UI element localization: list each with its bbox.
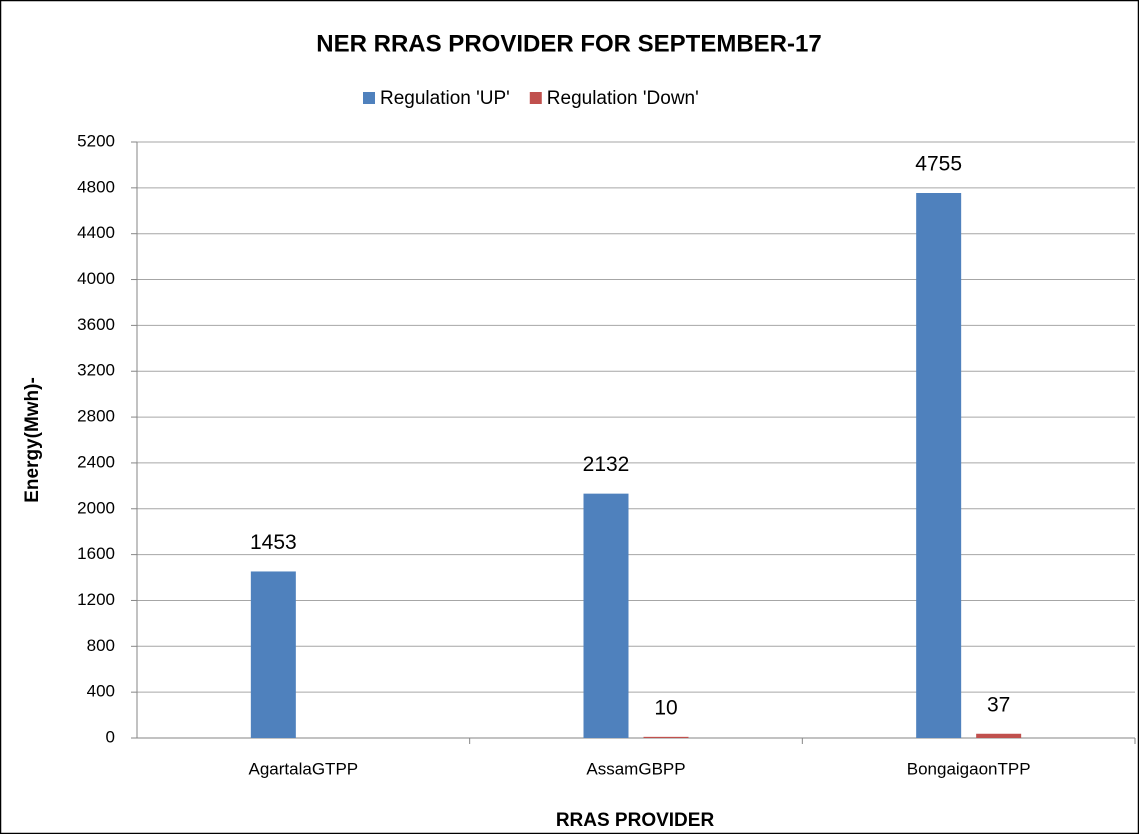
y-axis-label: Energy(Mwh)- bbox=[22, 377, 43, 503]
y-tick-label: 3200 bbox=[77, 361, 115, 380]
y-tick-label: 3600 bbox=[77, 315, 115, 334]
x-tick-label: BongaigaonTPP bbox=[907, 759, 1031, 778]
y-tick-label: 2000 bbox=[77, 498, 115, 517]
bar bbox=[583, 493, 629, 738]
legend-swatch bbox=[363, 92, 375, 104]
y-tick-label: 4000 bbox=[77, 269, 115, 288]
y-tick-label: 400 bbox=[87, 682, 115, 701]
legend-label: Regulation 'UP' bbox=[380, 88, 510, 109]
bar bbox=[976, 733, 1022, 738]
legend-label: Regulation 'Down' bbox=[547, 88, 699, 109]
y-tick-label: 2400 bbox=[77, 452, 115, 471]
y-tick-label: 2800 bbox=[77, 407, 115, 426]
data-label: 4755 bbox=[915, 153, 962, 176]
data-label: 2132 bbox=[583, 453, 630, 476]
y-tick-label: 4400 bbox=[77, 223, 115, 242]
x-tick-label: AgartalaGTPP bbox=[249, 759, 359, 778]
data-label: 37 bbox=[987, 693, 1010, 716]
data-label: 10 bbox=[654, 696, 677, 719]
x-axis-label: RRAS PROVIDER bbox=[556, 810, 715, 831]
y-tick-label: 4800 bbox=[77, 177, 115, 196]
bar bbox=[643, 736, 689, 738]
y-tick-label: 1200 bbox=[77, 590, 115, 609]
legend-swatch bbox=[529, 92, 542, 104]
y-tick-label: 5200 bbox=[77, 131, 115, 150]
y-tick-label: 0 bbox=[106, 727, 115, 746]
x-tick-label: AssamGBPP bbox=[586, 759, 685, 778]
bar bbox=[916, 193, 962, 738]
y-tick-label: 1600 bbox=[77, 544, 115, 563]
bar bbox=[250, 571, 296, 738]
chart-title: NER RRAS PROVIDER FOR SEPTEMBER-17 bbox=[316, 30, 821, 57]
data-label: 1453 bbox=[250, 531, 297, 554]
y-tick-label: 800 bbox=[87, 636, 115, 655]
